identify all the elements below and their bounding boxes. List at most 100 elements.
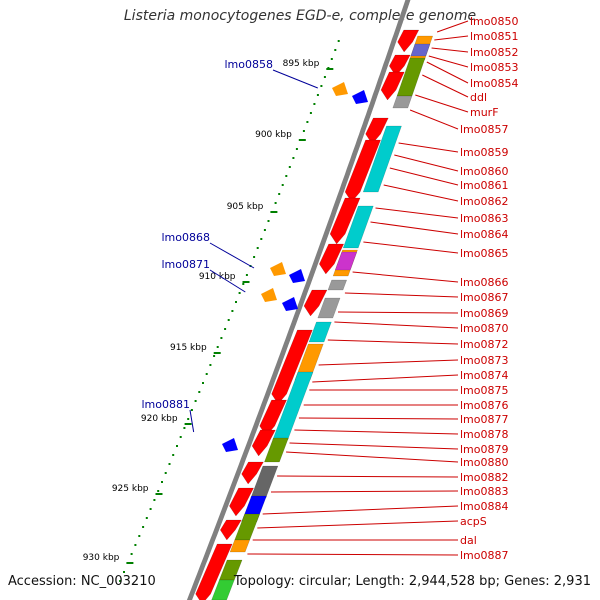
feature-block (319, 243, 345, 275)
feature-block (211, 579, 235, 600)
feature-block (272, 371, 314, 441)
ruler-dot (205, 373, 208, 375)
ruler-tick (242, 281, 250, 283)
reverse-feature (261, 288, 277, 302)
gene-label: lmo0870 (460, 322, 509, 335)
feature-block (251, 429, 276, 457)
ruler-dot (238, 292, 241, 294)
feature-block (317, 297, 341, 319)
ruler-dot (157, 490, 160, 492)
gene-label: lmo0876 (460, 399, 509, 412)
feature-block (397, 29, 420, 53)
ruler-dot (194, 400, 197, 402)
ruler-dot (334, 49, 337, 51)
leader-line (389, 167, 459, 186)
leader-line (422, 74, 469, 98)
ruler-label: 925 kbp (112, 484, 149, 494)
leader-line (327, 339, 459, 345)
ruler-dot (288, 166, 291, 168)
gene-label: lmo0854 (470, 77, 519, 90)
gene-label: dal (460, 534, 477, 547)
leader-line (262, 505, 459, 515)
gene-label: lmo0866 (460, 276, 509, 289)
gene-label: lmo0881 (142, 398, 191, 411)
ruler-dot (231, 310, 234, 312)
feature-block (303, 289, 328, 317)
ruler-dot (198, 391, 201, 393)
ruler-dot (161, 481, 163, 483)
leader-line (352, 271, 459, 283)
genome-summary-text: Topology: circular; Length: 2,944,528 bp… (233, 574, 591, 589)
leader-line (415, 94, 469, 113)
ruler-dot (316, 94, 319, 96)
leader-line (247, 553, 459, 556)
leader-line (189, 409, 195, 433)
leader-line (370, 221, 459, 235)
ruler-dot (134, 544, 137, 546)
leader-line (209, 242, 255, 269)
feature-block (271, 329, 313, 405)
leader-line (394, 154, 459, 172)
feature-block (365, 117, 389, 145)
gene-label: lmo0853 (470, 61, 519, 74)
ruler-dot (285, 175, 288, 177)
ruler-label: 920 kbp (141, 414, 178, 424)
leader-line (426, 61, 469, 84)
feature-block (329, 197, 361, 245)
gene-label: lmo0861 (460, 179, 509, 192)
ruler-dot (202, 382, 204, 384)
gene-label: lmo0872 (460, 338, 509, 351)
ruler-dot (235, 301, 237, 303)
gene-label: lmo0850 (470, 15, 519, 28)
leader-line (434, 35, 469, 41)
gene-label: lmo0857 (460, 123, 509, 136)
gene-label: lmo0871 (162, 258, 211, 271)
ruler-dot (292, 157, 295, 159)
map-title: Listeria monocytogenes EGD-e, complete g… (123, 8, 477, 24)
ruler-dot (320, 85, 323, 87)
feature-block (241, 461, 264, 485)
leader-line (312, 374, 459, 383)
leader-line (375, 207, 459, 219)
ruler-dot (220, 337, 223, 339)
ruler-tick (184, 423, 192, 425)
reverse-feature (222, 438, 238, 452)
leader-line (436, 20, 469, 33)
ruler-dot (242, 283, 245, 285)
feature-block (195, 543, 233, 600)
ruler-dot (176, 445, 178, 447)
gene-label: lmo0882 (460, 471, 509, 484)
ruler-dot (281, 184, 284, 186)
feature-block (250, 465, 279, 499)
gene-label: acpS (460, 515, 487, 528)
leader-line (286, 451, 459, 463)
ruler-dot (263, 229, 266, 231)
ruler-dot (183, 427, 186, 429)
ruler-dot (260, 238, 263, 240)
ruler-tick (298, 139, 306, 141)
ruler-dot (142, 526, 145, 528)
leader-line (428, 55, 469, 68)
ruler-dot (256, 247, 259, 249)
ruler-dot (278, 193, 281, 195)
ruler-dot (164, 472, 167, 474)
gene-label: lmo0864 (460, 228, 509, 241)
reverse-feature (332, 82, 348, 96)
ruler-dot (267, 220, 270, 222)
ruler-tick (155, 493, 163, 495)
accession-text: Accession: NC_003210 (8, 574, 156, 589)
ruler-dot (213, 355, 216, 357)
ruler-dot (227, 319, 230, 321)
reverse-feature (352, 90, 368, 104)
ruler-dot (306, 121, 309, 123)
leader-line (318, 359, 459, 366)
gene-label: lmo0869 (460, 307, 509, 320)
leader-line (209, 269, 246, 293)
ruler-label: 895 kbp (283, 59, 320, 69)
ruler-dot (145, 517, 148, 519)
reverse-feature (282, 297, 298, 311)
gene-label: lmo0859 (460, 146, 509, 159)
ruler-tick (213, 352, 221, 354)
ruler-dot (130, 553, 133, 555)
